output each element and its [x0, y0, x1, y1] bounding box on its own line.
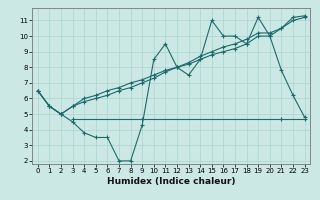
X-axis label: Humidex (Indice chaleur): Humidex (Indice chaleur)	[107, 177, 236, 186]
